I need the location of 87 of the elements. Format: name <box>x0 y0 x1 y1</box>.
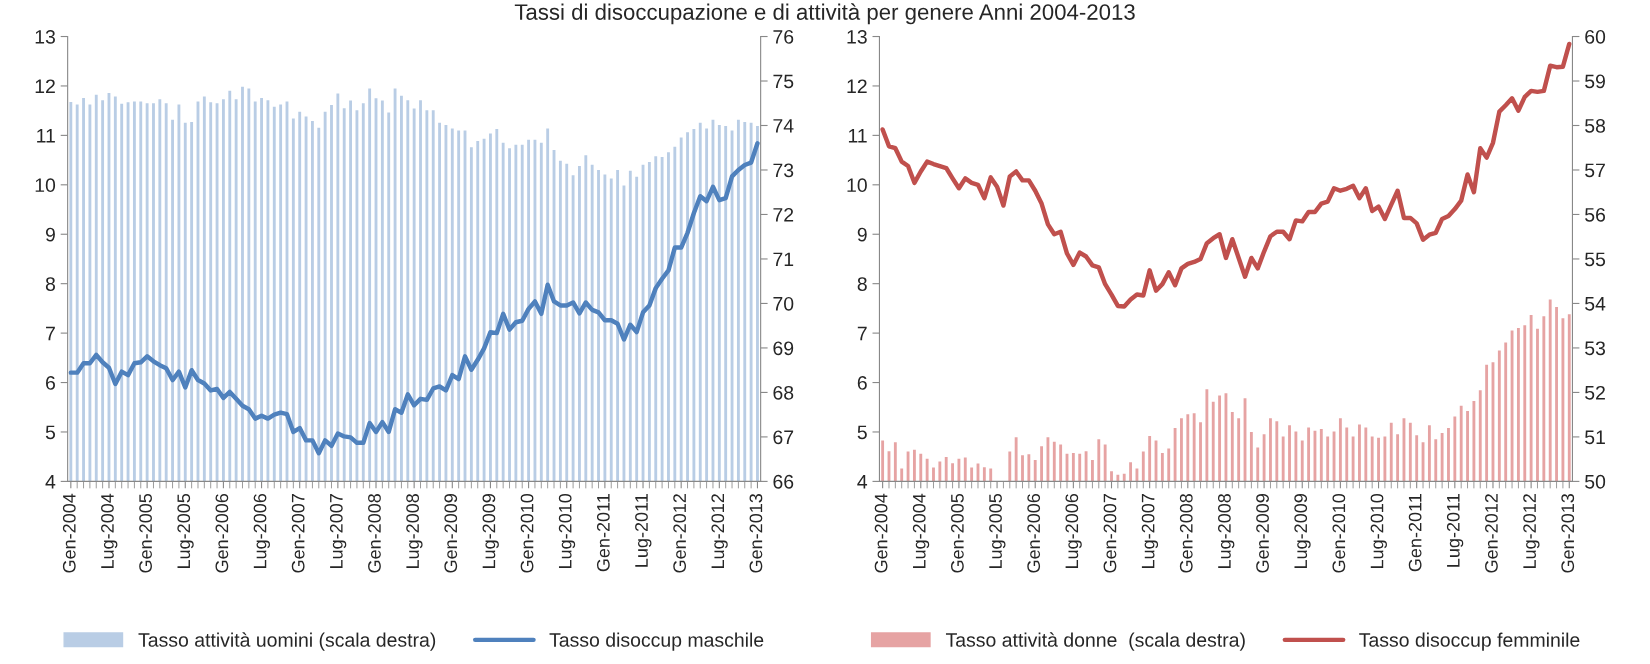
x-tick-label: Lug-2011 <box>635 494 652 567</box>
x-tick-label: Gen-2009 <box>444 494 458 573</box>
x-tick-label: Gen-2012 <box>673 494 687 573</box>
x-tick-label: Lug-2006 <box>253 493 270 569</box>
x-tick-label: Lug-2010 <box>558 493 576 569</box>
y2-tick-label: 73 <box>773 163 794 178</box>
x-tick-label: Gen-2010 <box>1332 493 1346 573</box>
x-tick-label: Gen-2007 <box>291 494 305 573</box>
x-tick-label: Gen-2008 <box>368 493 381 573</box>
x-tick-label: Gen-2006 <box>1027 493 1041 573</box>
y-tick-label: 6 <box>46 376 55 390</box>
y-tick-label: 12 <box>847 79 867 93</box>
y2-tick-label: 57 <box>1585 163 1605 178</box>
y2-tick-label: 69 <box>773 341 794 356</box>
x-tick-label: Lug-2007 <box>329 494 347 569</box>
y-tick-label: 7 <box>857 326 867 341</box>
y2-tick-label: 71 <box>773 252 794 267</box>
legend-label: Tasso attività uomini (scala destra) <box>138 632 436 651</box>
y-tick-label: 8 <box>45 277 55 291</box>
x-tick-label: Gen-2004 <box>62 493 76 573</box>
x-tick-label: Lug-2005 <box>989 493 1006 569</box>
x-tick-label: Gen-2011 <box>1408 494 1422 572</box>
y2-tick-label: 72 <box>773 207 794 222</box>
x-tick-label: Lug-2012 <box>711 494 728 569</box>
legend-label: Tasso attività donne (scala destra) <box>945 632 1245 651</box>
y2-tick-label: 70 <box>773 296 794 311</box>
x-tick-label: Gen-2013 <box>1561 493 1575 573</box>
x-tick-label: Lug-2008 <box>1218 493 1235 569</box>
y-tick-label: 11 <box>37 129 55 143</box>
y-tick-label: 5 <box>45 425 56 440</box>
y-tick-label: 6 <box>857 376 867 390</box>
y2-tick-label: 68 <box>773 385 794 400</box>
y-tick-label: 8 <box>857 277 867 291</box>
y2-tick-label: 52 <box>1585 385 1605 400</box>
y-tick-label: 9 <box>857 227 867 242</box>
y2-tick-label: 76 <box>773 29 794 44</box>
y2-tick-label: 60 <box>1585 29 1606 44</box>
x-tick-label: Gen-2009 <box>1256 494 1269 573</box>
y-tick-label: 7 <box>46 326 55 341</box>
y2-tick-label: 53 <box>1585 341 1606 356</box>
y-tick-label: 10 <box>35 178 56 193</box>
y2-tick-label: 66 <box>773 474 794 489</box>
y2-tick-label: 58 <box>1585 118 1606 133</box>
x-tick-label: Gen-2007 <box>1103 494 1117 573</box>
y2-tick-label: 56 <box>1585 207 1606 222</box>
y2-tick-label: 51 <box>1585 430 1605 445</box>
y-tick-label: 4 <box>857 475 868 489</box>
legend-label: Tasso disoccup femminile <box>1359 632 1580 651</box>
y-tick-label: 13 <box>847 29 867 44</box>
y2-tick-label: 74 <box>773 119 794 133</box>
y2-tick-label: 50 <box>1585 474 1606 489</box>
x-tick-label: Gen-2005 <box>950 493 964 573</box>
y2-tick-label: 67 <box>773 430 794 445</box>
x-tick-label: Gen-2008 <box>1179 493 1193 573</box>
x-tick-label: Gen-2006 <box>215 493 229 573</box>
x-tick-label: Gen-2005 <box>139 493 152 573</box>
x-tick-label: Lug-2008 <box>406 493 423 569</box>
y2-tick-label: 75 <box>773 74 794 89</box>
x-tick-label: Lug-2007 <box>1141 494 1159 569</box>
y-tick-label: 5 <box>857 425 867 440</box>
x-tick-label: Gen-2010 <box>520 493 534 573</box>
x-tick-label: Lug-2004 <box>101 493 118 569</box>
line-series <box>68 141 760 456</box>
x-tick-label: Lug-2009 <box>482 494 499 569</box>
y2-tick-label: 55 <box>1585 252 1606 267</box>
x-tick-label: Lug-2011 <box>1446 494 1464 567</box>
x-tick-label: Lug-2009 <box>1294 494 1311 569</box>
y-tick-label: 4 <box>45 475 56 489</box>
x-tick-label: Gen-2012 <box>1485 494 1498 573</box>
y2-tick-label: 59 <box>1585 74 1605 89</box>
x-tick-label: Lug-2004 <box>912 493 930 569</box>
y2-tick-label: 54 <box>1585 297 1606 311</box>
y-tick-label: 9 <box>45 227 55 242</box>
x-tick-label: Gen-2011 <box>596 494 610 572</box>
text: Tassi di disoccupazione e di attività per genere Anni 2004-2013 <box>514 3 1135 25</box>
y-tick-label: 13 <box>35 29 55 44</box>
x-tick-label: Lug-2012 <box>1523 494 1540 569</box>
y-tick-label: 12 <box>35 79 55 93</box>
y-tick-label: 10 <box>847 178 867 193</box>
legend-label: Tasso disoccup maschile <box>549 632 764 651</box>
y-tick-label: 11 <box>848 129 867 143</box>
line-series <box>880 41 1572 309</box>
x-tick-label: Gen-2013 <box>749 493 763 573</box>
x-tick-label: Lug-2005 <box>177 493 194 569</box>
x-tick-label: Lug-2006 <box>1065 493 1082 569</box>
x-tick-label: Gen-2004 <box>874 493 888 573</box>
x-tick-label: Lug-2010 <box>1370 493 1387 569</box>
